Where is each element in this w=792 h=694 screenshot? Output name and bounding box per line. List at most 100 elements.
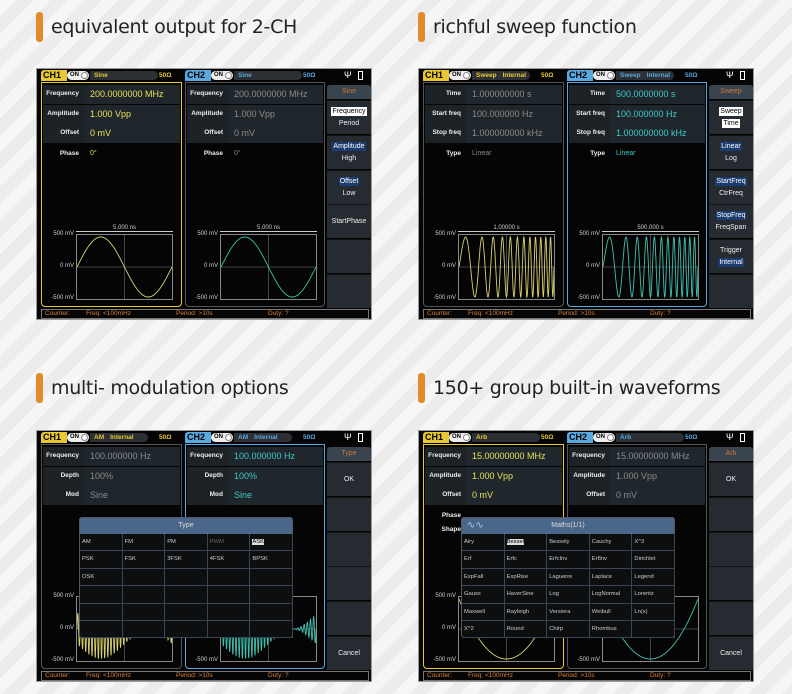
param-row[interactable]: Amplitude 1.000 Vpp bbox=[43, 104, 180, 124]
softkey-option[interactable]: StartPhase bbox=[331, 218, 367, 226]
param-row[interactable]: Frequency 200.0000000 MHz bbox=[43, 85, 180, 104]
softkey-option[interactable]: OK bbox=[343, 476, 355, 483]
param-value[interactable]: 0 mV bbox=[610, 486, 705, 505]
ch1-output-toggle[interactable]: ON bbox=[449, 433, 471, 442]
softkey-option[interactable]: CtrFreq bbox=[719, 189, 743, 197]
param-value[interactable]: Linear bbox=[616, 150, 636, 157]
popup-option[interactable]: Ln(x) bbox=[632, 603, 675, 621]
param-value[interactable]: 15.00000000 MHz bbox=[466, 447, 562, 466]
popup-option[interactable]: Dirichlet bbox=[632, 551, 675, 569]
softkey-button[interactable] bbox=[327, 274, 371, 308]
param-row[interactable]: Amplitude 1.000 Vpp bbox=[187, 104, 323, 124]
popup-option[interactable]: Cauchy bbox=[589, 534, 633, 552]
param-row[interactable]: Amplitude 1.000 Vpp bbox=[569, 466, 705, 486]
softkey-button[interactable] bbox=[327, 239, 371, 274]
ch1-mode-pill[interactable]: Arb bbox=[472, 433, 540, 442]
popup-option[interactable]: Legend bbox=[632, 568, 675, 587]
softkey-option[interactable]: Amplitude bbox=[332, 141, 366, 151]
param-row[interactable]: Offset 0 mV bbox=[425, 486, 562, 505]
popup-option[interactable]: BPSK bbox=[250, 551, 293, 569]
softkey-button[interactable]: Trigger Internal bbox=[709, 239, 753, 274]
popup-option[interactable]: FSK bbox=[122, 551, 166, 569]
ch1-output-toggle[interactable]: ON bbox=[67, 71, 89, 80]
softkey-option[interactable]: Cancel bbox=[720, 650, 742, 657]
param-value[interactable]: Linear bbox=[472, 150, 492, 157]
softkey-option[interactable]: OK bbox=[725, 476, 737, 483]
softkey-button[interactable] bbox=[327, 531, 371, 566]
param-row[interactable]: Depth 100% bbox=[43, 466, 180, 486]
softkey-option[interactable]: Offset bbox=[338, 176, 360, 186]
param-row[interactable]: Stop freq 1.000000000 kHz bbox=[569, 124, 705, 143]
popup-option[interactable]: Round bbox=[504, 621, 548, 639]
softkey-option[interactable]: Cancel bbox=[338, 650, 360, 657]
param-value[interactable]: 15.00000000 MHz bbox=[610, 447, 705, 466]
softkey-button[interactable]: StartPhase bbox=[327, 204, 371, 239]
param-row[interactable]: Start freq 100.000000 Hz bbox=[425, 104, 562, 124]
ch2-output-toggle[interactable]: ON bbox=[593, 433, 615, 442]
popup-option[interactable]: AM bbox=[80, 534, 123, 552]
softkey-option[interactable]: Linear bbox=[720, 141, 742, 151]
ch2-mode-pill[interactable]: Sine bbox=[234, 71, 302, 80]
param-value[interactable]: 200.0000000 MHz bbox=[228, 85, 323, 104]
ch1-tag[interactable]: CH1 bbox=[423, 70, 449, 81]
ch2-tag[interactable]: CH2 bbox=[567, 432, 593, 443]
ch2-mode-pill[interactable]: Sweep Internal bbox=[616, 71, 674, 80]
softkey-option[interactable]: Internal bbox=[718, 258, 744, 268]
popup-option[interactable]: Log bbox=[547, 586, 590, 604]
softkey-button[interactable] bbox=[327, 601, 371, 636]
ch1-tag[interactable]: CH1 bbox=[423, 432, 449, 443]
param-row[interactable]: Phase 0° bbox=[187, 145, 323, 164]
softkey-option[interactable]: StartFreq bbox=[715, 176, 747, 186]
param-row[interactable]: Start freq 100.000000 Hz bbox=[569, 104, 705, 124]
param-row[interactable]: Type Linear bbox=[425, 145, 562, 164]
softkey-button[interactable]: StopFreq FreqSpan bbox=[709, 204, 753, 239]
param-value[interactable]: 100% bbox=[228, 466, 323, 486]
popup-option[interactable]: Erf bbox=[462, 551, 505, 569]
popup-option[interactable]: Weibull bbox=[589, 603, 633, 621]
popup-option[interactable]: Airy bbox=[462, 534, 505, 552]
softkey-button[interactable]: Offset Low bbox=[327, 169, 371, 204]
param-value[interactable]: 1.000 Vpp bbox=[84, 104, 180, 124]
popup-option[interactable]: 4FSK bbox=[207, 551, 251, 569]
popup-option[interactable]: FM bbox=[122, 534, 166, 552]
softkey-button[interactable] bbox=[709, 274, 753, 308]
param-row[interactable]: Time 1.000000000 s bbox=[425, 85, 562, 104]
popup-option[interactable]: ExpFall bbox=[462, 568, 505, 587]
param-row[interactable]: Shape bbox=[425, 521, 562, 540]
softkey-button[interactable]: Cancel bbox=[327, 636, 371, 670]
softkey-button[interactable]: Frequency Period bbox=[327, 100, 371, 134]
param-row[interactable]: Amplitude 1.000 Vpp bbox=[425, 466, 562, 486]
popup-option[interactable]: Erfc bbox=[504, 551, 548, 569]
softkey-button[interactable]: Linear Log bbox=[709, 134, 753, 169]
softkey-button[interactable]: Sweep Time bbox=[709, 100, 753, 134]
ch1-tag[interactable]: CH1 bbox=[41, 432, 67, 443]
param-value[interactable]: 0 mV bbox=[228, 124, 323, 143]
ch2-output-toggle[interactable]: ON bbox=[211, 71, 233, 80]
ch2-output-toggle[interactable]: ON bbox=[593, 71, 615, 80]
ch1-panel[interactable]: Frequency 200.0000000 MHz Amplitude 1.000 V… bbox=[41, 82, 182, 307]
softkey-button[interactable] bbox=[709, 496, 753, 531]
param-row[interactable]: Mod Sine bbox=[187, 486, 323, 505]
popup-option[interactable]: ExpRise bbox=[504, 568, 548, 587]
popup-option[interactable]: Maxwell bbox=[462, 603, 505, 621]
popup-option[interactable]: Rhombus bbox=[589, 621, 633, 639]
param-value[interactable]: 0 mV bbox=[466, 486, 562, 505]
param-row[interactable]: Mod Sine bbox=[43, 486, 180, 505]
param-row[interactable]: Type Linear bbox=[569, 145, 705, 164]
ch1-panel[interactable]: Frequency 100.000000 Hz Depth 100% Mod Sine 50… bbox=[41, 444, 182, 669]
softkey-button[interactable]: OK bbox=[709, 462, 753, 496]
param-value[interactable]: 200.0000000 MHz bbox=[84, 85, 180, 104]
popup-option[interactable]: ErfInv bbox=[589, 551, 633, 569]
param-row[interactable]: Depth 100% bbox=[187, 466, 323, 486]
ch2-panel[interactable]: Frequency 100.000000 Hz Depth 100% Mod Sine -5… bbox=[185, 444, 325, 669]
softkey-option[interactable]: Time bbox=[722, 119, 740, 128]
param-value[interactable]: 1.000000000 s bbox=[466, 85, 562, 104]
softkey-option[interactable]: Period bbox=[338, 120, 360, 127]
param-value[interactable]: 1.000 Vpp bbox=[228, 104, 323, 124]
param-value[interactable]: 1.000 Vpp bbox=[610, 466, 705, 486]
ch2-tag[interactable]: CH2 bbox=[185, 70, 211, 81]
ch2-mode-pill[interactable]: AM Internal bbox=[234, 433, 292, 442]
softkey-button[interactable] bbox=[327, 566, 371, 601]
param-value[interactable]: 500.0000000 s bbox=[610, 85, 705, 104]
param-row[interactable]: Phase 0° bbox=[43, 145, 180, 164]
